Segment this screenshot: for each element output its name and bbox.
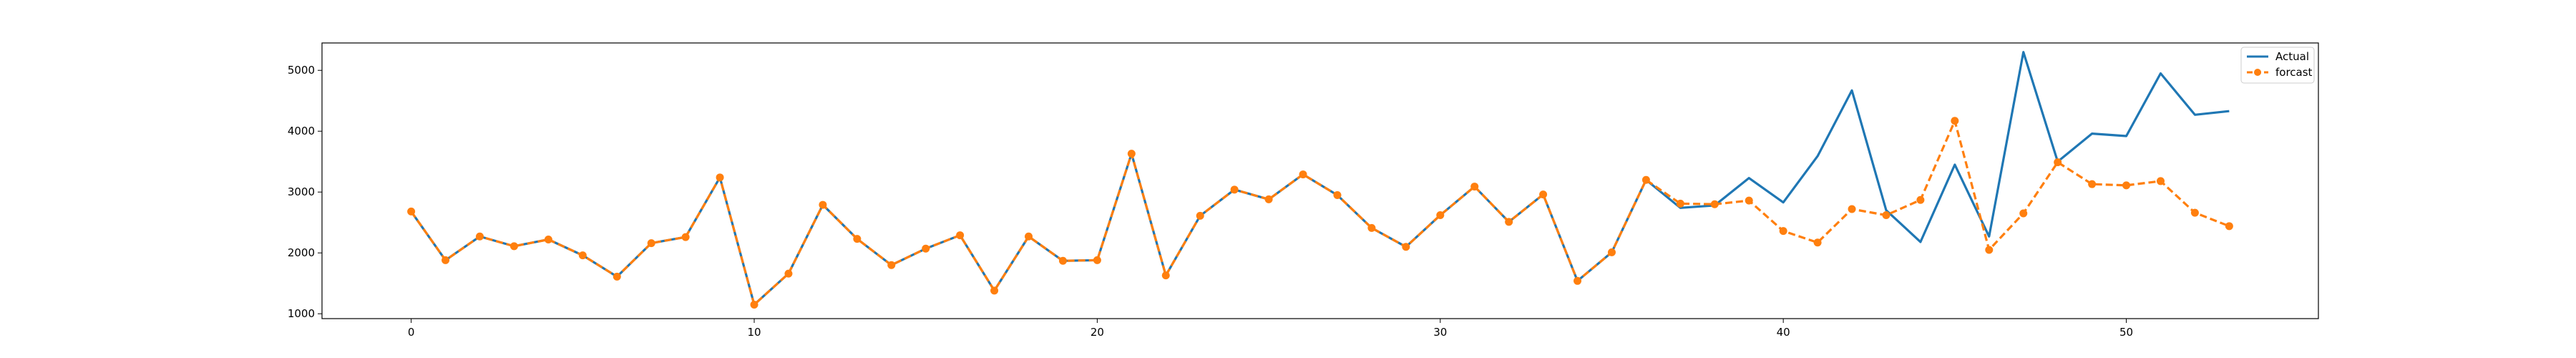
data-point-forcast (1848, 205, 1856, 213)
y-tick-label: 4000 (288, 125, 315, 137)
data-point-forcast (613, 272, 621, 281)
y-tick-label: 5000 (288, 64, 315, 77)
data-point-forcast (1025, 232, 1033, 241)
x-tick-label: 50 (2119, 326, 2133, 339)
data-point-forcast (716, 173, 724, 182)
data-point-forcast (819, 200, 827, 209)
data-point-forcast (1093, 256, 1101, 264)
legend: Actual forcast (2240, 47, 2315, 84)
data-point-forcast (1299, 170, 1307, 179)
legend-marker-forcast (2254, 69, 2261, 76)
data-point-forcast (750, 300, 758, 309)
data-point-forcast (922, 244, 930, 253)
data-point-forcast (476, 232, 484, 241)
data-point-forcast (1127, 150, 1136, 158)
legend-label-actual: Actual (2275, 50, 2309, 63)
data-point-forcast (990, 286, 999, 295)
data-point-forcast (2054, 158, 2062, 167)
data-point-forcast (956, 231, 965, 240)
data-point-forcast (1402, 243, 1410, 251)
data-point-forcast (509, 242, 518, 251)
data-point-forcast (1745, 196, 1753, 205)
data-point-forcast (1882, 211, 1890, 220)
data-point-forcast (1985, 246, 1994, 254)
axes: 0 10 20 30 40 50 1000 2000 3000 4000 5000 (288, 64, 2133, 339)
x-tick-label: 40 (1777, 326, 1790, 339)
series-line-forcast (410, 120, 2230, 306)
data-point-forcast (784, 269, 793, 278)
data-point-forcast (407, 207, 416, 216)
data-point-forcast (1710, 200, 1719, 208)
y-tick-label: 2000 (288, 246, 315, 259)
data-point-forcast (1539, 190, 1548, 199)
data-point-forcast (2122, 181, 2131, 190)
data-point-forcast (441, 256, 450, 264)
data-point-forcast (2019, 209, 2028, 218)
data-point-forcast (647, 239, 655, 248)
y-tick-label: 3000 (288, 185, 315, 198)
x-tick-label: 30 (1433, 326, 1447, 339)
data-point-forcast (1607, 248, 1616, 256)
data-point-forcast (1813, 238, 1822, 247)
data-point-forcast (1779, 227, 1787, 236)
x-tick-label: 0 (408, 326, 415, 339)
data-point-forcast (1058, 256, 1067, 265)
data-point-forcast (853, 235, 862, 243)
data-point-forcast (1436, 211, 1445, 220)
data-point-forcast (1676, 199, 1684, 208)
data-point-forcast (544, 236, 552, 244)
data-point-forcast (1196, 211, 1204, 220)
x-tick-label: 10 (747, 326, 761, 339)
data-point-forcast (1161, 271, 1170, 280)
data-point-forcast (681, 233, 690, 241)
plot-area-frame (321, 42, 2319, 319)
data-point-forcast (1641, 175, 1650, 184)
series-layer (407, 51, 2233, 309)
data-point-forcast (1951, 117, 1959, 125)
data-point-forcast (1230, 185, 1239, 194)
data-point-forcast (2156, 177, 2165, 185)
series-line-actual (410, 51, 2230, 306)
data-point-forcast (578, 251, 587, 260)
x-tick-label: 20 (1091, 326, 1104, 339)
data-point-forcast (1264, 195, 1273, 203)
data-point-forcast (2190, 208, 2199, 217)
data-point-forcast (2088, 180, 2097, 188)
data-point-forcast (1333, 190, 1342, 199)
data-point-forcast (2225, 222, 2233, 231)
data-point-forcast (1574, 276, 1582, 285)
data-point-forcast (1916, 195, 1925, 204)
data-point-forcast (1367, 223, 1376, 232)
data-point-forcast (887, 261, 896, 269)
y-tick-label: 1000 (288, 307, 315, 320)
data-point-forcast (1470, 183, 1479, 191)
data-point-forcast (1505, 218, 1513, 226)
legend-label-forcast: forcast (2275, 66, 2313, 79)
